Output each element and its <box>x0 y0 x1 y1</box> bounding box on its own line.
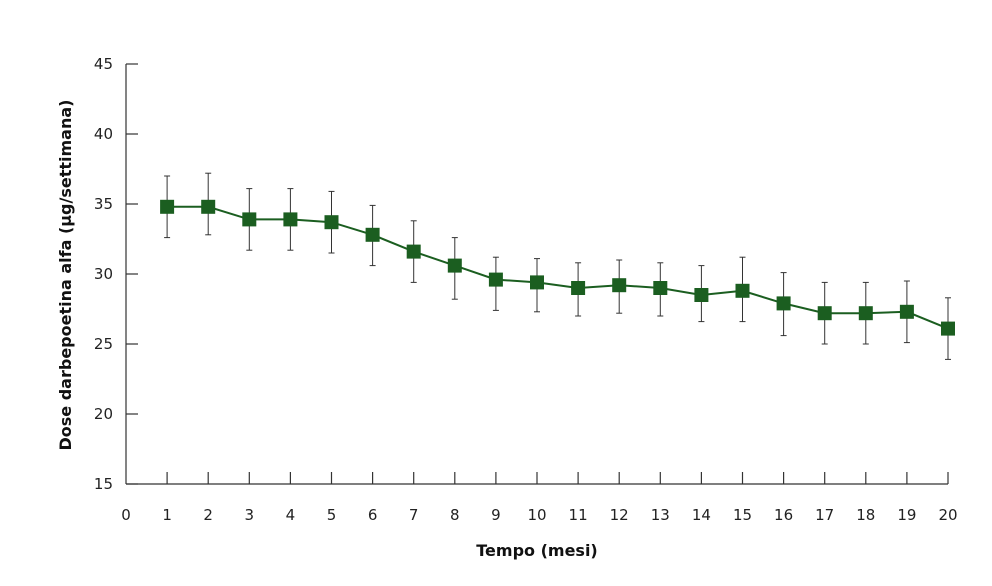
data-point-marker <box>941 321 955 336</box>
x-tick-label: 1 <box>162 506 172 524</box>
x-tick-label: 6 <box>368 506 378 524</box>
x-tick-label: 12 <box>610 506 629 524</box>
data-point-marker <box>817 306 832 321</box>
x-tick-label: 3 <box>245 506 255 524</box>
x-tick-label: 11 <box>569 506 588 524</box>
data-point-marker <box>365 227 380 242</box>
y-tick-label: 15 <box>94 475 113 493</box>
y-tick-label: 45 <box>94 55 113 73</box>
x-tick-label: 17 <box>815 506 834 524</box>
y-tick-label: 40 <box>94 125 113 143</box>
y-axis-title: Dose darbepoetina alfa (μg/settimana) <box>56 100 75 451</box>
x-tick-label: 10 <box>527 506 546 524</box>
x-tick-label: 9 <box>491 506 501 524</box>
data-point-marker <box>324 215 339 230</box>
data-point-marker <box>694 288 709 302</box>
data-point-marker <box>160 199 175 214</box>
x-tick-label: 20 <box>938 506 957 524</box>
x-axis-title: Tempo (mesi) <box>476 541 597 560</box>
data-point-marker <box>612 278 627 293</box>
x-tick-label: 14 <box>692 506 711 524</box>
error-bars <box>164 172 951 360</box>
data-point-marker <box>530 275 544 290</box>
data-point-marker <box>406 244 421 259</box>
data-point-marker <box>735 283 750 298</box>
x-tick-label: 18 <box>856 506 875 524</box>
x-tick-label: 16 <box>774 506 793 524</box>
x-tick-label: 5 <box>327 506 337 524</box>
data-point-marker <box>242 212 257 227</box>
x-tick-label: 8 <box>450 506 460 524</box>
y-tick-label: 30 <box>94 265 113 283</box>
data-point-marker <box>858 306 873 321</box>
data-point-marker <box>571 281 586 295</box>
x-tick-label: 7 <box>409 506 419 524</box>
x-tick-label: 19 <box>897 506 916 524</box>
data-point-marker <box>653 281 668 295</box>
x-tick-label: 15 <box>733 506 752 524</box>
series <box>160 199 955 336</box>
y-tick-label: 35 <box>94 195 113 213</box>
data-point-marker <box>899 304 914 319</box>
x-tick-label: 0 <box>121 506 131 524</box>
y-tick-label: 25 <box>94 335 113 353</box>
y-tick-label: 20 <box>94 405 113 423</box>
x-tick-label: 2 <box>203 506 213 524</box>
x-tick-label: 4 <box>286 506 296 524</box>
x-tick-label: 13 <box>651 506 670 524</box>
data-point-marker <box>776 296 791 311</box>
data-point-marker <box>201 199 216 214</box>
data-point-marker <box>488 272 503 287</box>
data-point-marker <box>447 258 462 273</box>
data-point-marker <box>283 212 298 227</box>
